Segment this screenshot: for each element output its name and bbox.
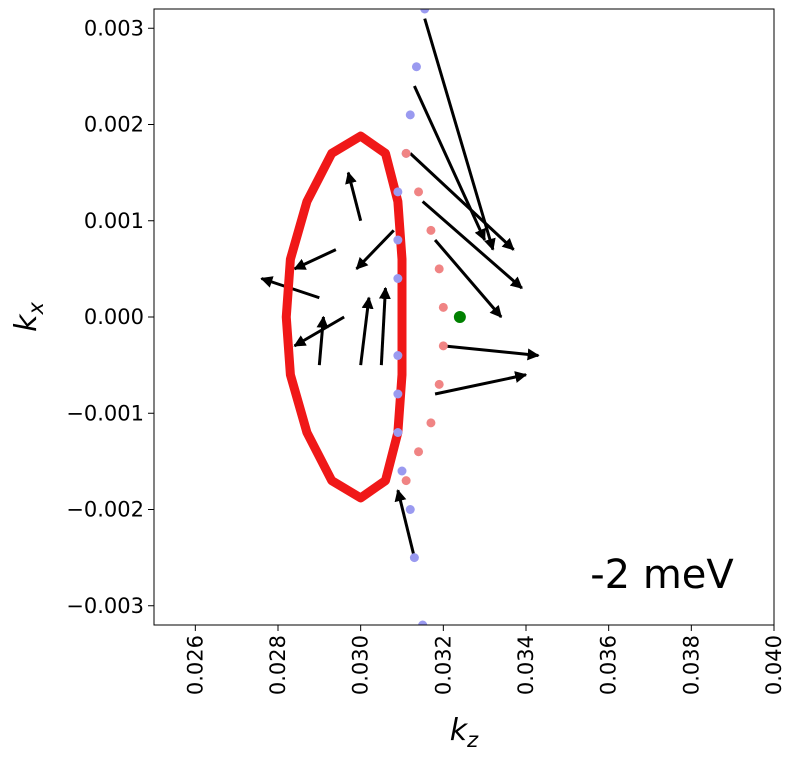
x-tick-label: 0.038 bbox=[679, 635, 703, 695]
x-tick-label: 0.032 bbox=[431, 635, 455, 695]
curve-point bbox=[418, 620, 428, 625]
point bbox=[453, 311, 466, 323]
curve-point bbox=[393, 428, 403, 437]
arrow bbox=[293, 248, 337, 271]
y-tick-label: 0.000 bbox=[84, 305, 144, 329]
curve-point bbox=[414, 447, 424, 457]
annotation: -2 meV bbox=[590, 552, 734, 598]
curve-point bbox=[401, 148, 411, 158]
arrow bbox=[433, 239, 503, 318]
arrow bbox=[345, 171, 363, 222]
y-tick-label: −0.002 bbox=[66, 498, 144, 522]
x-tick-label: 0.026 bbox=[183, 635, 207, 695]
curve-point bbox=[405, 505, 415, 514]
curve-point bbox=[420, 9, 430, 14]
curve-point bbox=[438, 302, 448, 312]
curve-point bbox=[409, 553, 419, 563]
x-tick-label: 0.040 bbox=[762, 635, 786, 695]
curve-point bbox=[393, 187, 403, 197]
x-tick-label: 0.034 bbox=[514, 635, 538, 695]
arrow bbox=[421, 200, 523, 290]
curve-point bbox=[434, 379, 444, 389]
x-tick-label: 0.028 bbox=[266, 635, 290, 695]
xlabel-label-main: k bbox=[450, 713, 469, 748]
y-tick-label: 0.003 bbox=[84, 16, 144, 40]
y-tick-label: 0.002 bbox=[84, 113, 144, 137]
arrow bbox=[434, 371, 528, 396]
arrow bbox=[293, 315, 345, 348]
curve-point bbox=[426, 418, 436, 428]
x-tick-label: 0.036 bbox=[597, 635, 621, 695]
arrow bbox=[423, 18, 496, 251]
curve-point bbox=[414, 187, 424, 197]
arrow bbox=[378, 286, 391, 366]
y-tick-label: 0.001 bbox=[84, 209, 144, 233]
curve-point bbox=[393, 351, 403, 360]
curve-point bbox=[434, 264, 444, 274]
xlabel-label-sub: z bbox=[466, 728, 479, 752]
ylabel-label-main: k bbox=[9, 313, 44, 332]
curve-point bbox=[401, 476, 411, 486]
curve-point bbox=[393, 274, 403, 283]
xlabel-label: kz bbox=[450, 713, 479, 752]
curve-point bbox=[393, 389, 403, 399]
x-tick-label: 0.030 bbox=[349, 635, 373, 695]
curve-point bbox=[393, 235, 403, 245]
curve-point bbox=[397, 466, 407, 476]
y-tick-label: −0.001 bbox=[66, 401, 144, 425]
arrow bbox=[394, 489, 416, 558]
arrow bbox=[443, 344, 540, 361]
curve-point bbox=[426, 225, 436, 235]
arrow bbox=[409, 152, 515, 251]
plot-area bbox=[260, 9, 540, 625]
arrow bbox=[413, 85, 487, 242]
curve-point bbox=[405, 110, 415, 120]
arrow bbox=[316, 315, 329, 366]
arrow bbox=[359, 296, 374, 366]
curve-point bbox=[438, 341, 448, 351]
ylabel-label: kx bbox=[9, 302, 48, 332]
curve-point bbox=[411, 62, 421, 72]
arrow bbox=[355, 229, 395, 270]
y-tick-label: −0.003 bbox=[66, 594, 144, 618]
ylabel-label-sub: x bbox=[24, 302, 48, 316]
